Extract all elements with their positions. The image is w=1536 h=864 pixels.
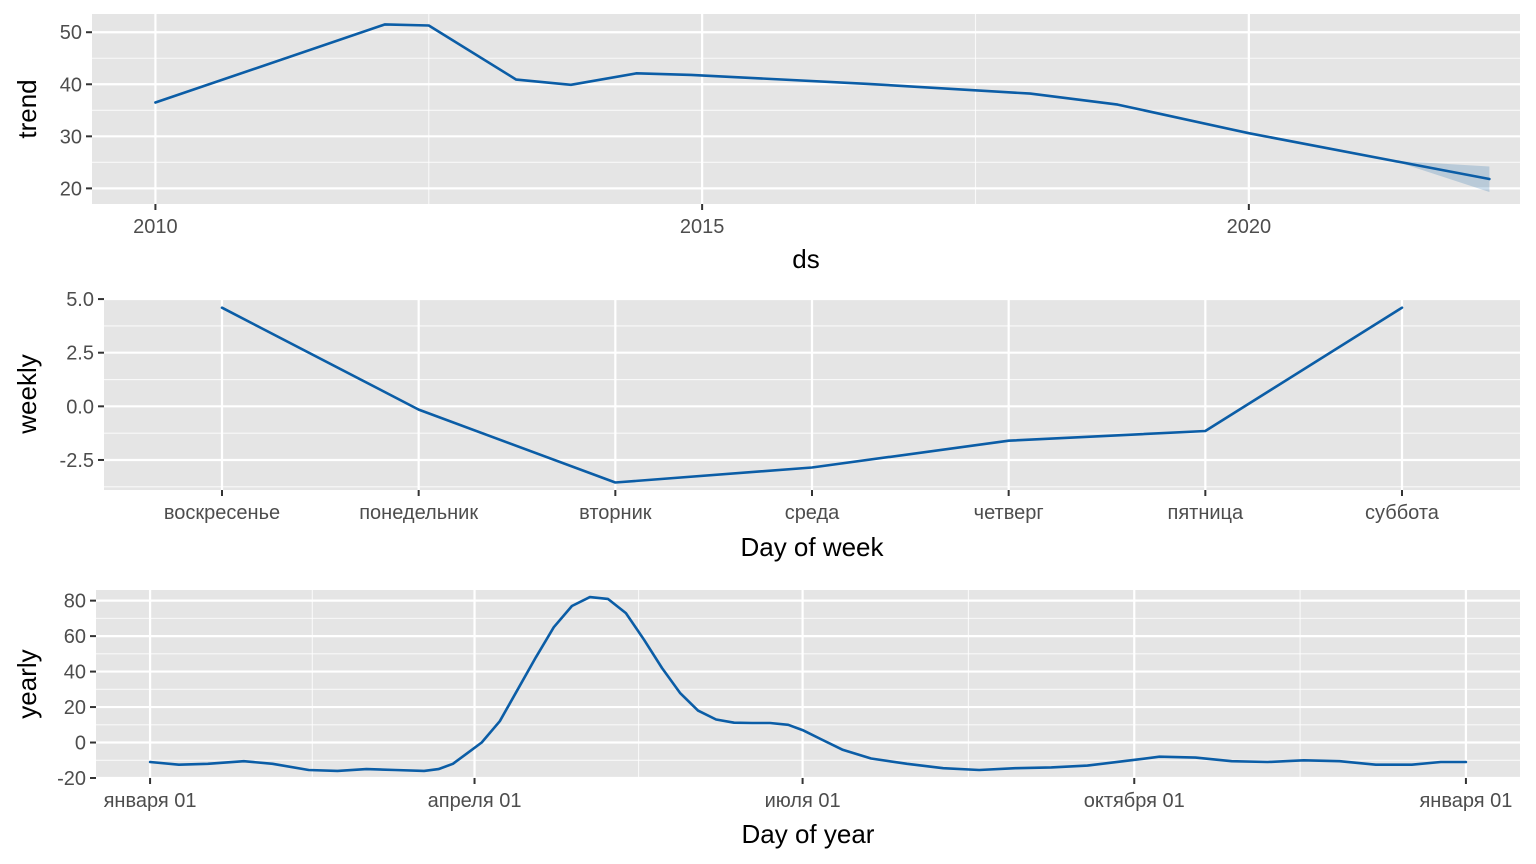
trend-x-tick-label: 2015 [680,216,725,238]
weekly-x-tick-label: четверг [974,502,1044,524]
weekly-y-tick-label: 2.5 [66,343,94,365]
weekly-y-axis-title: weekly [12,354,42,434]
trend-series-line [154,23,1491,181]
yearly-x-tick-label: апреля 01 [428,790,522,812]
yearly-y-tick-label: 60 [64,626,86,648]
yearly-y-tick-label: 20 [64,697,86,719]
yearly-x-tick-label: января 01 [104,790,197,812]
yearly-y-tick-label: 0 [75,733,86,755]
weekly-x-tick-label: вторник [579,502,652,524]
yearly-y-tick-label: 80 [64,591,86,613]
weekly-x-tick-label: среда [785,502,840,524]
yearly-panel-background [96,590,1520,778]
yearly-x-tick-label: января 01 [1419,790,1512,812]
trend-x-axis-title: ds [792,244,819,274]
trend-x-tick-label: 2010 [133,216,178,238]
trend-x-tick-label: 2020 [1227,216,1272,238]
weekly-x-tick-label: понедельник [359,502,478,524]
weekly-series-line [220,306,1404,484]
trend-y-axis-title: trend [12,79,42,138]
yearly-series-line [148,595,1468,773]
trend-y-tick-label: 30 [60,126,82,148]
weekly-y-tick-label: 0.0 [66,396,94,418]
yearly-x-tick-label: октября 01 [1084,790,1185,812]
yearly-x-axis-title: Day of year [742,819,875,849]
weekly-y-tick-label: 5.0 [66,289,94,311]
yearly-x-tick-label: июля 01 [765,790,841,812]
trend-y-tick-label: 40 [60,74,82,96]
trend-y-tick-label: 20 [60,178,82,200]
trend-panel: 20 30 40 50 2010 2015 2020 ds trend [12,14,1520,274]
weekly-panel: -2.5 0.0 2.5 5.0 воскресенье понедельник вторн… [12,289,1520,562]
yearly-y-tick-label: -20 [57,768,86,790]
yearly-y-tick-label: 40 [64,662,86,684]
trend-panel-background [92,14,1520,204]
weekly-x-tick-label: пятница [1168,502,1244,524]
trend-y-tick-label: 50 [60,22,82,44]
weekly-x-tick-label: суббота [1365,502,1440,524]
weekly-y-tick-label: -2.5 [60,450,94,472]
weekly-x-tick-label: воскресенье [164,502,280,524]
yearly-y-axis-title: yearly [12,649,42,718]
weekly-x-axis-title: Day of week [740,532,884,562]
yearly-panel: -20 0 20 40 60 80 января 01 апреля 01 июля 01 окт… [12,590,1520,849]
